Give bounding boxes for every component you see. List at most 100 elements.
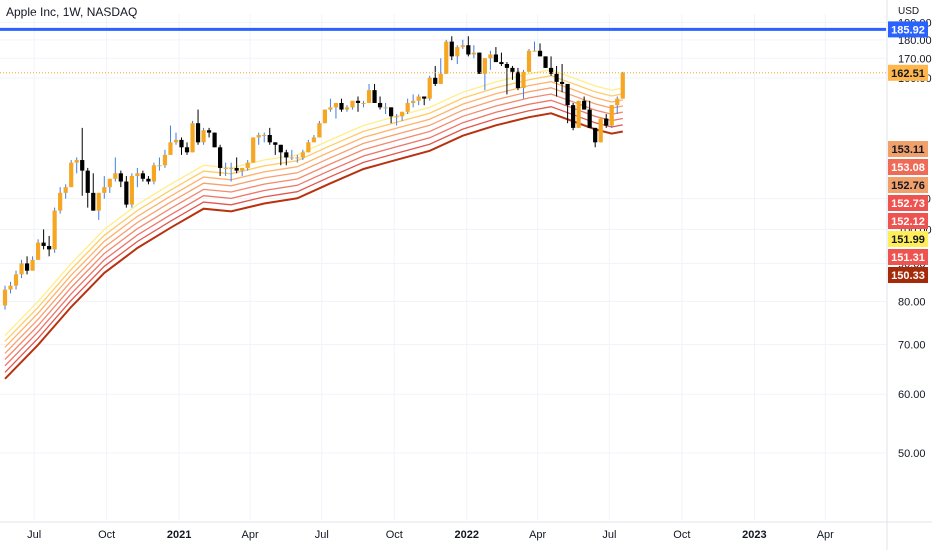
candle-body <box>427 77 432 99</box>
y-tick-label: 60.00 <box>898 389 926 401</box>
ma-line-5 <box>4 99 623 367</box>
x-tick-label: Jul <box>27 529 41 541</box>
candle-body <box>372 90 377 103</box>
x-tick-label: Oct <box>386 529 403 541</box>
candle-body <box>466 45 471 55</box>
ma-label-tag-2: 152.76 <box>891 180 925 192</box>
candle-body <box>317 123 322 138</box>
candle-body <box>389 107 394 117</box>
ma-label-tag-3: 152.73 <box>891 198 925 210</box>
candle-body <box>85 170 90 193</box>
candle-body <box>615 98 620 106</box>
x-tick-label: 2023 <box>742 529 766 541</box>
candle-body <box>195 123 201 143</box>
candle-body <box>146 178 151 182</box>
candle-body <box>598 118 603 143</box>
ma-label-tag-5-bg <box>888 231 928 247</box>
candle-body <box>438 73 443 84</box>
x-tick-label: Oct <box>98 529 115 541</box>
candle-body <box>493 54 498 63</box>
horizontal-line-price-tag: 185.92 <box>891 24 925 36</box>
ma-line-6 <box>4 106 623 373</box>
last-price-tag: 162.51 <box>891 68 925 80</box>
x-tick-label: 2021 <box>167 529 191 541</box>
candle-body <box>350 100 355 108</box>
ma-label-tag-0-bg <box>888 141 928 157</box>
ma-label-tag-6: 151.31 <box>891 252 925 264</box>
candle-body <box>240 167 245 171</box>
candle-body <box>24 263 30 271</box>
candle-body <box>19 263 24 275</box>
ma-label-tag-1: 153.08 <box>891 162 925 174</box>
ma-label-tag-1-bg <box>888 159 928 175</box>
candle-body <box>201 130 206 143</box>
x-tick-label: Apr <box>817 529 834 541</box>
candle-body <box>140 173 145 179</box>
candle-body <box>444 41 449 74</box>
candle-body <box>157 165 162 167</box>
candle-body <box>416 96 421 101</box>
x-tick-label: Apr <box>241 529 258 541</box>
candle-body <box>455 47 460 57</box>
candle-body <box>593 127 598 143</box>
candle-body <box>223 167 228 169</box>
candle-body <box>206 130 212 133</box>
candle-body <box>548 67 554 74</box>
candle-body <box>571 105 576 128</box>
candle-body <box>184 147 190 153</box>
candle-body <box>515 71 521 89</box>
candle-body <box>30 259 35 271</box>
y-tick-label: 170.00 <box>898 53 932 65</box>
ma-label-tag-0: 153.11 <box>891 144 924 156</box>
candle-body <box>124 181 129 205</box>
candle-body <box>168 142 173 155</box>
candle-body <box>449 41 454 57</box>
candle-body <box>510 67 515 72</box>
candle-body <box>339 102 344 110</box>
candle-body <box>289 157 294 159</box>
candle-body <box>190 123 195 153</box>
candle-body <box>151 165 157 182</box>
candle-body <box>262 135 267 137</box>
ma-label-tag-4-bg <box>888 213 928 229</box>
candle-body <box>69 162 74 188</box>
x-tick-label: Oct <box>673 529 690 541</box>
x-tick-label: Jul <box>315 529 329 541</box>
candle-body <box>405 102 410 112</box>
candle-body <box>135 173 140 177</box>
candle-body <box>2 289 8 306</box>
candle-body <box>63 187 68 193</box>
ma-label-tag-3-bg <box>888 195 928 211</box>
candle-body <box>273 142 278 145</box>
ma-line-2 <box>4 81 623 348</box>
horizontal-line-price-tag-bg <box>888 21 928 38</box>
x-tick-label: Apr <box>529 529 546 541</box>
candle-body <box>129 176 134 205</box>
candle-body <box>394 116 399 118</box>
ma-line-7 <box>4 112 623 380</box>
candle-body <box>173 139 179 143</box>
ma-label-tag-5: 151.99 <box>891 234 925 246</box>
candle-body <box>256 135 261 138</box>
currency-label: USD <box>898 6 919 17</box>
x-tick-label: 2022 <box>455 529 479 541</box>
candle-body <box>107 178 112 188</box>
candle-body <box>355 100 361 103</box>
candle-body <box>212 132 217 148</box>
candle-body <box>576 100 581 128</box>
ma-label-tag-6-bg <box>888 249 928 265</box>
y-tick-label: 80.00 <box>898 296 926 308</box>
candle-body <box>295 157 300 159</box>
candle-body <box>554 73 559 82</box>
candle-body <box>162 154 168 166</box>
candle-body <box>218 147 223 168</box>
candle-body <box>58 192 63 211</box>
candle-body <box>471 52 476 55</box>
candle-body <box>377 102 383 108</box>
ma-label-tag-4: 152.12 <box>891 216 925 228</box>
candle-body <box>8 285 13 290</box>
candle-body <box>488 54 493 59</box>
candle-body <box>477 52 482 74</box>
